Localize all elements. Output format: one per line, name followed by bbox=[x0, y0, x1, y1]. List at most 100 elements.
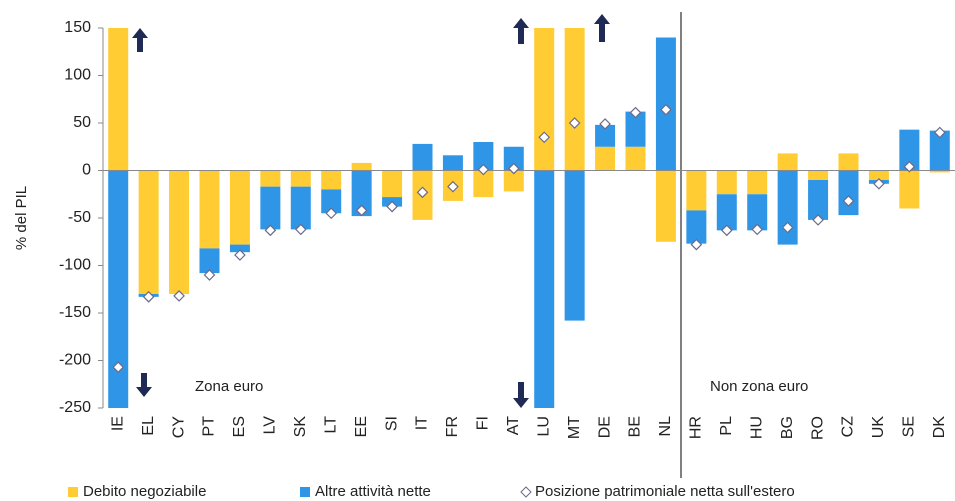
bar bbox=[716, 170, 737, 195]
marker bbox=[477, 163, 490, 176]
marker bbox=[873, 177, 885, 190]
bar bbox=[169, 170, 190, 294]
marker bbox=[568, 117, 581, 129]
bar bbox=[686, 210, 707, 244]
bar bbox=[229, 170, 250, 245]
marker bbox=[325, 207, 338, 220]
x-tick-label: UK bbox=[870, 416, 887, 439]
bar bbox=[899, 170, 920, 209]
x-tick-label: CY bbox=[170, 416, 187, 439]
bar bbox=[625, 146, 646, 171]
y-tick-label: 0 bbox=[82, 162, 91, 179]
bar bbox=[595, 124, 616, 147]
bar bbox=[808, 180, 829, 220]
x-tick-label: LT bbox=[322, 416, 339, 434]
bar bbox=[412, 143, 433, 171]
x-tick-label: IE bbox=[109, 416, 126, 431]
bar bbox=[503, 146, 524, 171]
x-tick-label: PT bbox=[201, 416, 218, 437]
x-tick-label: DK bbox=[931, 416, 948, 439]
marker bbox=[447, 180, 459, 193]
bar bbox=[351, 162, 372, 171]
bar bbox=[473, 142, 494, 171]
arrow-down bbox=[136, 373, 152, 397]
marker bbox=[690, 238, 703, 251]
bar bbox=[503, 170, 524, 192]
marker bbox=[142, 291, 155, 303]
marker bbox=[781, 221, 794, 234]
bar bbox=[777, 153, 798, 171]
marker bbox=[234, 249, 246, 261]
y-tick-label: -150 bbox=[59, 304, 91, 321]
bar bbox=[686, 170, 707, 211]
bar bbox=[321, 189, 342, 214]
marker bbox=[538, 131, 551, 144]
legend-swatch bbox=[300, 487, 310, 497]
x-tick-label: CZ bbox=[840, 416, 857, 438]
x-tick-label: SE bbox=[901, 416, 918, 437]
legend-label: Debito negoziabile bbox=[83, 483, 206, 500]
y-tick-label: -100 bbox=[59, 257, 91, 274]
arrow-up bbox=[513, 18, 529, 44]
x-tick-label: ES bbox=[231, 416, 248, 437]
x-tick-label: MT bbox=[566, 416, 583, 439]
marker bbox=[599, 118, 611, 130]
legend-swatch bbox=[68, 487, 78, 497]
marker bbox=[751, 223, 764, 236]
bar bbox=[838, 153, 859, 171]
bar bbox=[868, 170, 889, 180]
bar bbox=[290, 186, 311, 230]
bar bbox=[747, 170, 768, 195]
bar bbox=[899, 129, 920, 171]
arrow-up bbox=[132, 28, 148, 52]
x-tick-label: SI bbox=[383, 416, 400, 431]
annotation: Non zona euro bbox=[710, 378, 808, 395]
bar bbox=[138, 170, 159, 294]
arrows bbox=[132, 14, 610, 408]
plot-area bbox=[108, 28, 950, 408]
x-tick-label: IT bbox=[414, 416, 431, 430]
bar bbox=[716, 194, 737, 231]
marker bbox=[812, 214, 824, 226]
marker bbox=[842, 195, 855, 207]
bar bbox=[808, 170, 829, 180]
marker bbox=[264, 224, 277, 237]
legend-label: Posizione patrimoniale netta sull'estero bbox=[535, 483, 795, 500]
x-tick-label: FR bbox=[444, 416, 461, 437]
marker bbox=[660, 103, 672, 116]
y-tick-label: 50 bbox=[73, 114, 91, 131]
marker bbox=[294, 223, 307, 236]
x-tick-label: BG bbox=[779, 416, 796, 439]
bar bbox=[595, 146, 616, 171]
bar bbox=[351, 170, 372, 217]
bar bbox=[564, 170, 585, 321]
x-tick-label: PL bbox=[718, 416, 735, 436]
bar bbox=[108, 28, 129, 171]
x-tick-label: EE bbox=[353, 416, 370, 437]
bar bbox=[473, 170, 494, 198]
bar bbox=[777, 170, 798, 245]
bar bbox=[838, 170, 859, 216]
y-tick-label: -200 bbox=[59, 352, 91, 369]
x-tick-label: DE bbox=[596, 416, 613, 438]
marker bbox=[355, 204, 368, 217]
y-axis-label: % del PIL bbox=[13, 186, 30, 250]
marker bbox=[416, 186, 429, 199]
bar bbox=[260, 186, 281, 230]
marker bbox=[629, 106, 642, 119]
bar bbox=[929, 130, 950, 171]
legend-label: Altre attività nette bbox=[315, 483, 431, 500]
bar bbox=[382, 170, 403, 198]
arrow-up bbox=[594, 14, 610, 42]
x-tick-label: HR bbox=[688, 416, 705, 439]
bar bbox=[260, 170, 281, 187]
marker bbox=[507, 162, 520, 175]
bar bbox=[534, 28, 555, 171]
x-tick-label: SK bbox=[292, 416, 309, 438]
x-tick-label: LV bbox=[262, 416, 279, 435]
legend-marker bbox=[520, 486, 532, 498]
bar bbox=[534, 170, 555, 408]
x-tick-label: NL bbox=[657, 416, 674, 437]
marker bbox=[720, 224, 733, 237]
